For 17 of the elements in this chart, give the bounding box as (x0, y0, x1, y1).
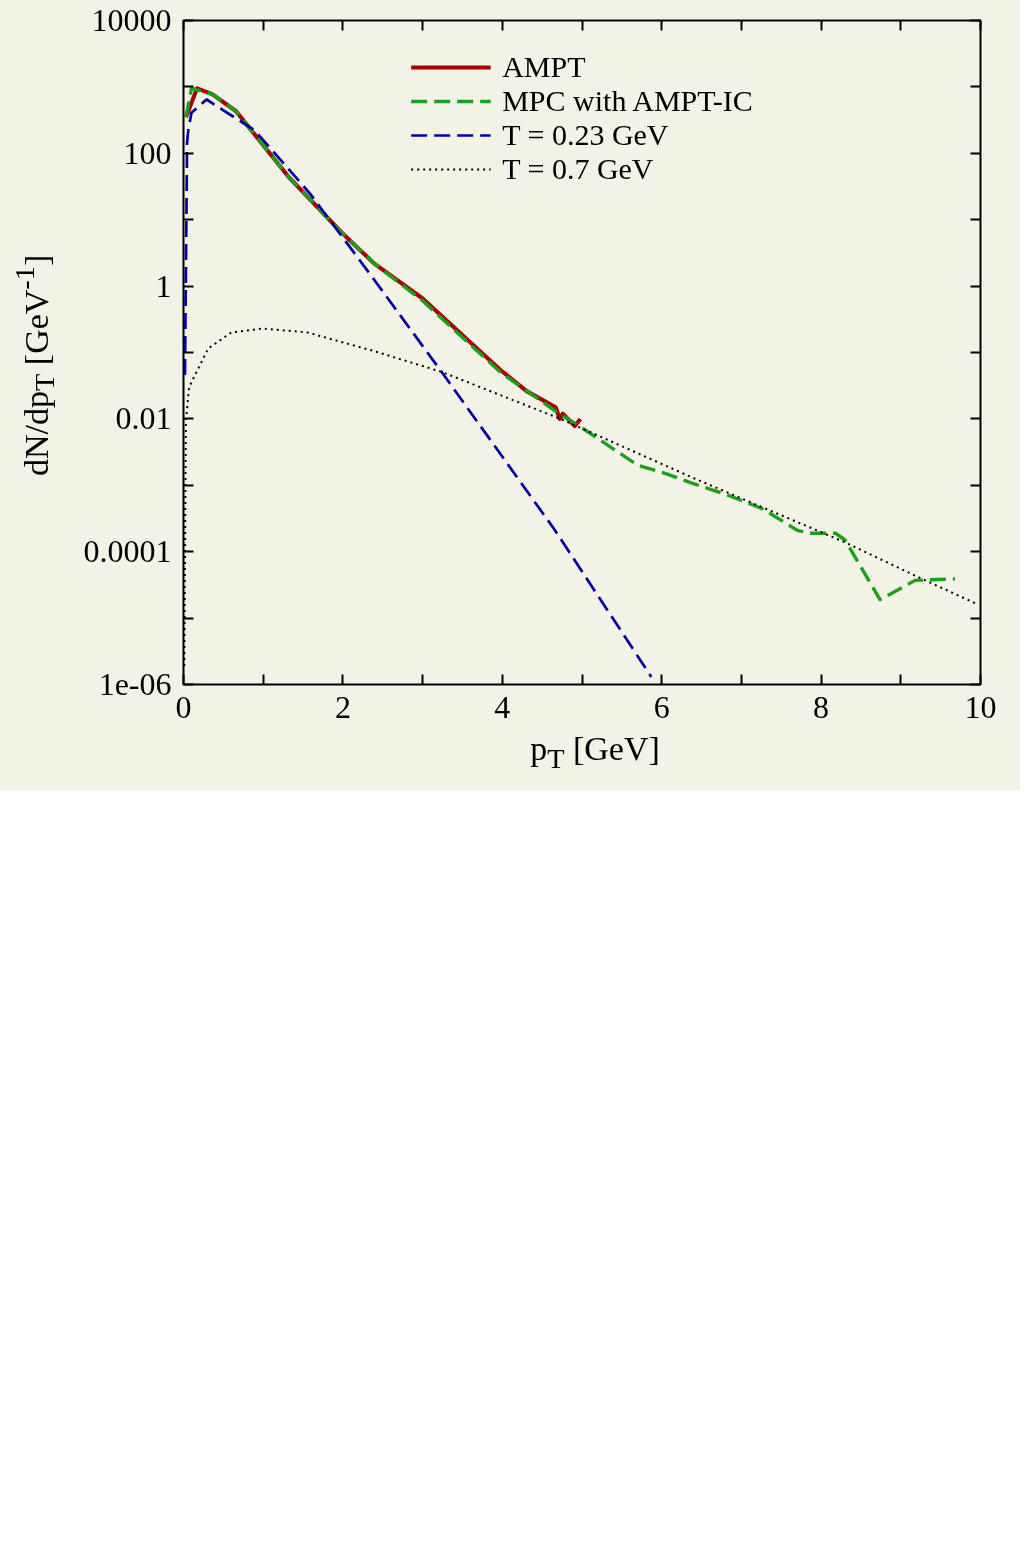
legend-label: T = 0.7 GeV (502, 152, 654, 186)
y-tick-label: 0.0001 (83, 533, 172, 570)
x-tick-label: 6 (653, 688, 670, 725)
y-tick-label: 0.01 (115, 400, 172, 437)
x-axis-title: p$_{T}$ [GeV] (530, 729, 660, 776)
y-tick-label: 1e-06 (98, 666, 172, 702)
legend-label: T = 0.23 GeV (502, 118, 669, 152)
x-tick-label: 2 (334, 688, 351, 725)
x-tick-label: 8 (813, 688, 830, 725)
y-tick-label: 1 (155, 267, 172, 304)
y-tick-label: 10000 (91, 2, 172, 38)
legend-label: MPC with AMPT-IC (502, 84, 753, 118)
x-tick-label: 10 (964, 688, 997, 725)
x-tick-label: 4 (494, 688, 511, 725)
y-tick-label: 100 (123, 134, 172, 171)
x-tick-label: 0 (175, 688, 192, 725)
legend-label: AMPT (502, 50, 586, 84)
